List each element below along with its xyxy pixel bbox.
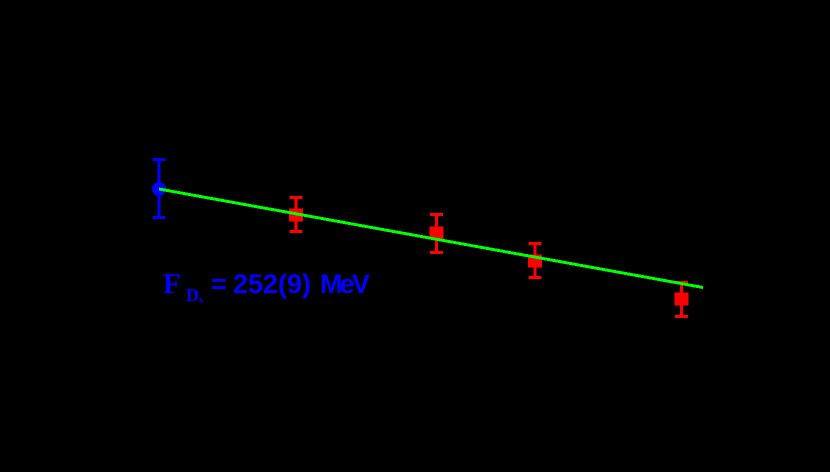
- svg-text:s: s: [199, 294, 204, 306]
- svg-text:= 252(9) MeV: = 252(9) MeV: [211, 269, 370, 299]
- svg-text:D: D: [186, 285, 199, 305]
- svg-text:F: F: [163, 268, 181, 300]
